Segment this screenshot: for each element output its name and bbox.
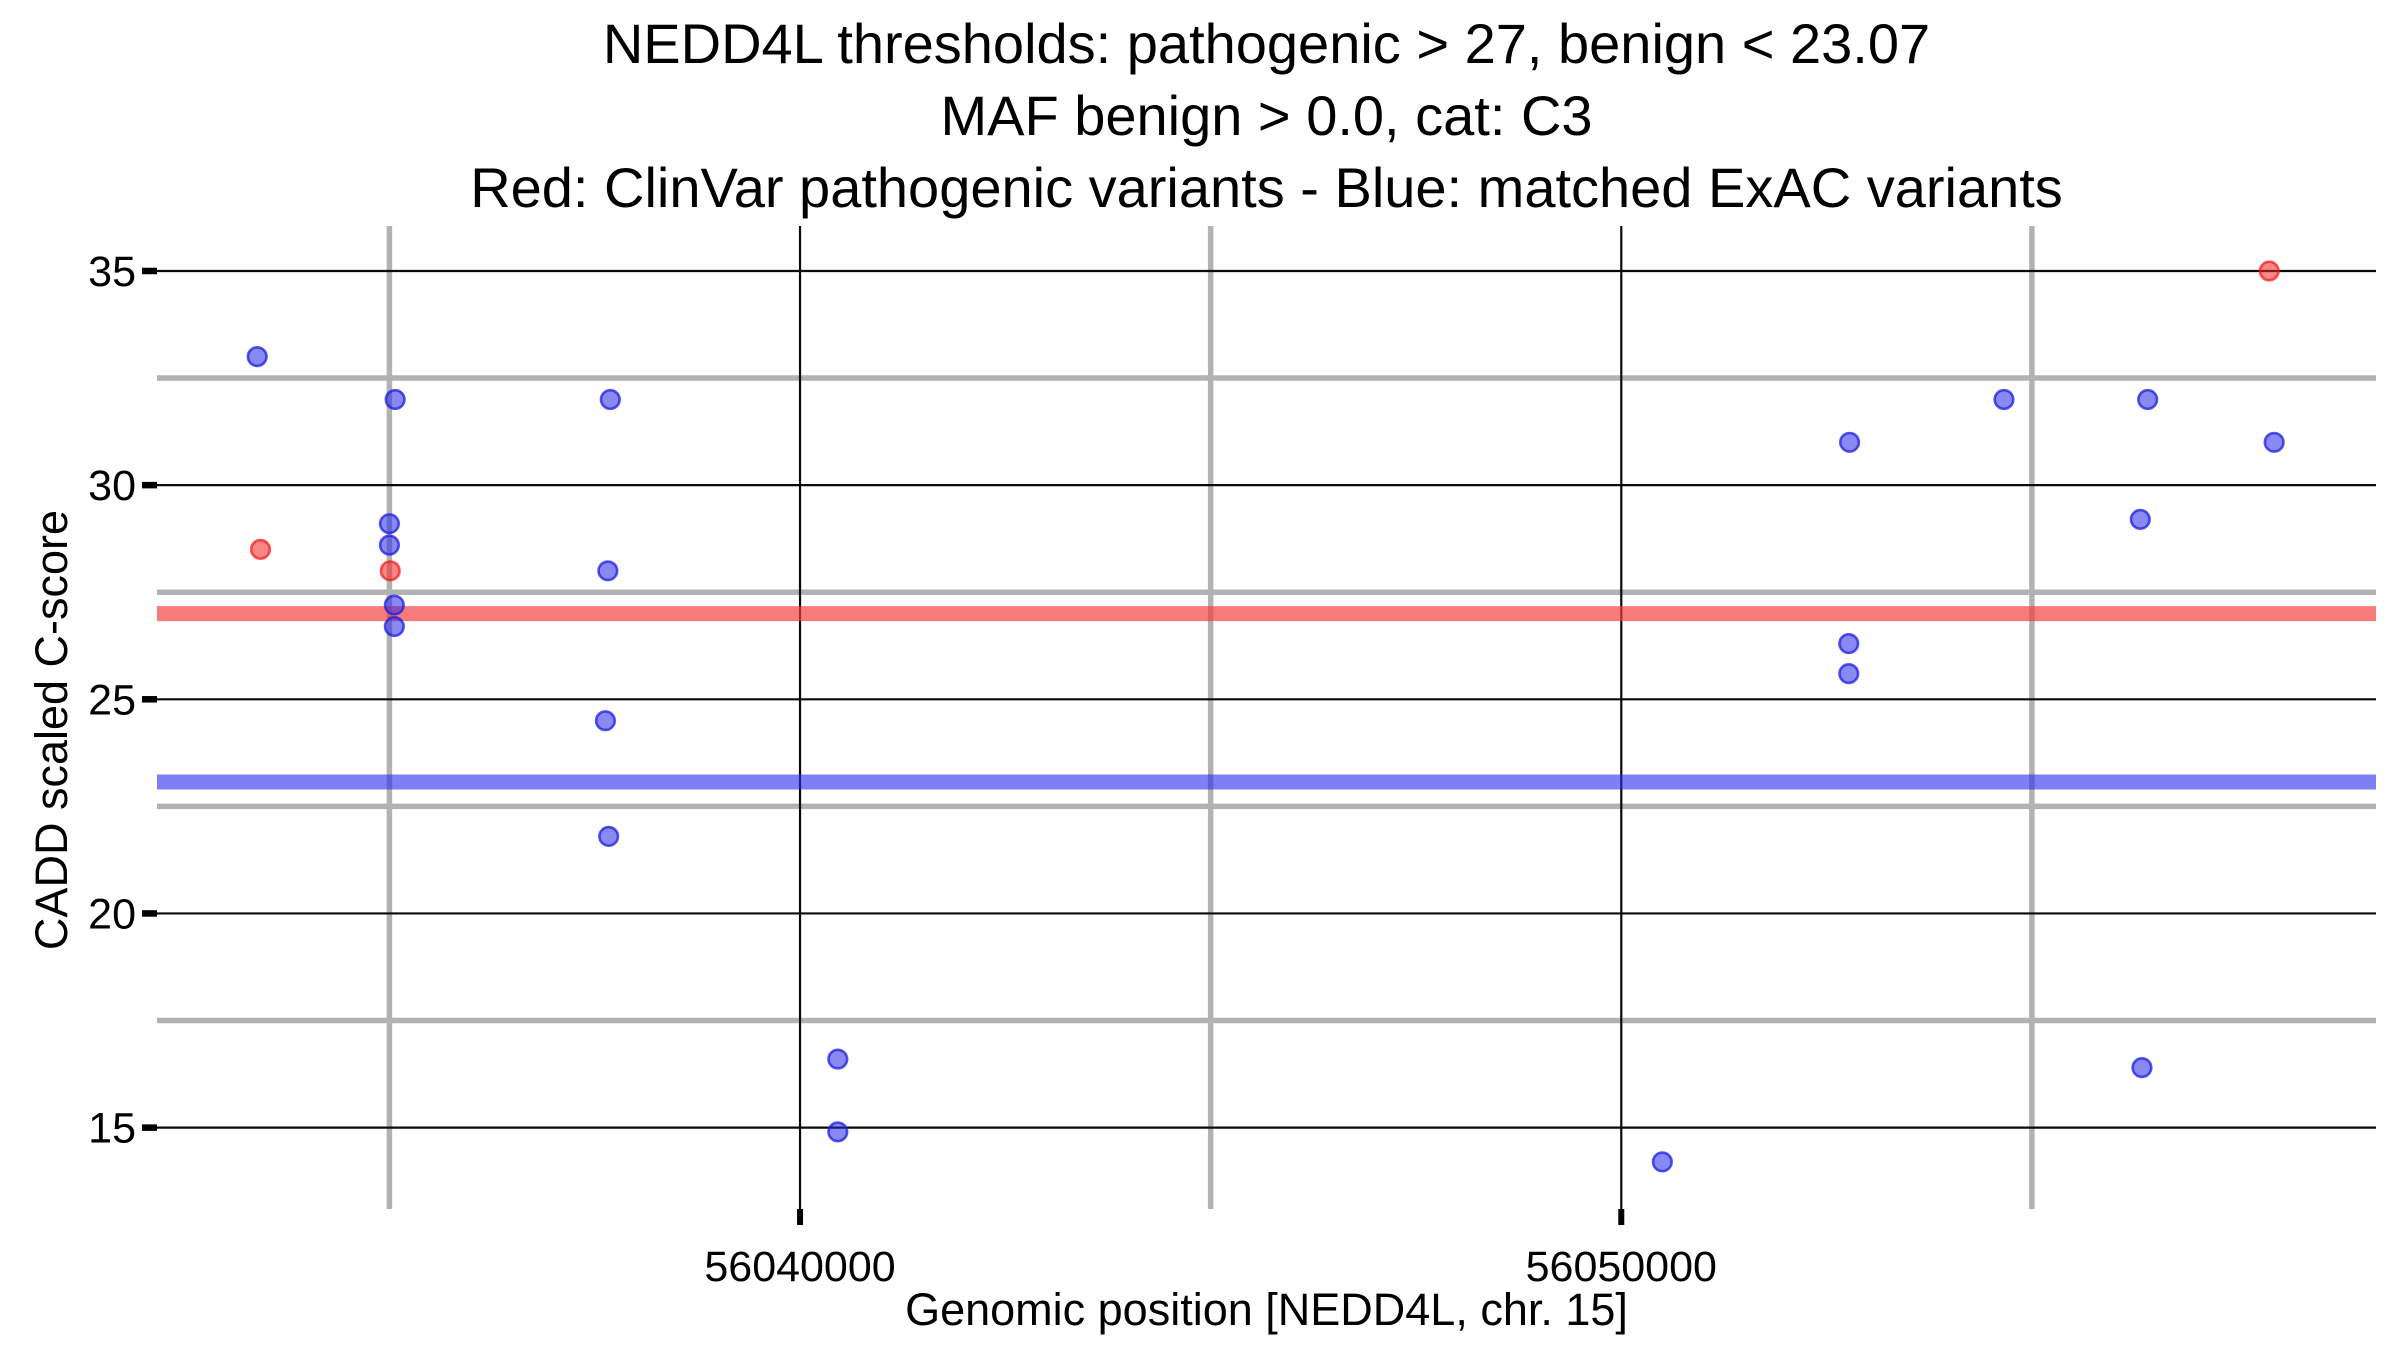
exac-matched-point — [2129, 508, 2151, 531]
exac-matched-point — [1838, 662, 1860, 685]
y-axis-title: CADD scaled C-score — [26, 509, 77, 951]
chart-title: NEDD4L thresholds: pathogenic > 27, beni… — [157, 8, 2376, 224]
exac-matched-point — [594, 710, 616, 732]
exac-matched-point — [378, 534, 401, 556]
exac-matched-point — [1838, 431, 1861, 453]
chart-title-line-2: MAF benign > 0.0, cat: C3 — [940, 84, 1593, 147]
x-tick-label: 56040000 — [704, 1243, 895, 1291]
y-tick-label: 20 — [88, 890, 136, 938]
y-tick-label: 15 — [88, 1105, 136, 1153]
exac-matched-point — [383, 594, 405, 616]
y-tick-label: 30 — [88, 462, 136, 510]
x-axis-title: Genomic position [NEDD4L, chr. 15] — [905, 1284, 1628, 1335]
exac-matched-point — [246, 346, 268, 368]
y-tick-label: 25 — [88, 676, 136, 724]
clinvar-pathogenic-point — [249, 538, 272, 560]
exac-matched-point — [2263, 431, 2285, 453]
exac-matched-point — [597, 560, 619, 582]
exac-matched-point — [599, 388, 621, 411]
exac-matched-point — [1993, 388, 2015, 411]
exac-matched-point — [598, 825, 620, 847]
x-tick-label: 56050000 — [1526, 1243, 1717, 1291]
chart-title-line-3: Red: ClinVar pathogenic variants - Blue:… — [470, 156, 2063, 219]
exac-matched-point — [1838, 633, 1860, 655]
exac-matched-point — [383, 615, 405, 638]
clinvar-pathogenic-point — [379, 560, 401, 582]
exac-matched-point — [1651, 1151, 1673, 1173]
exac-matched-point — [827, 1121, 849, 1143]
exac-matched-point — [384, 388, 406, 411]
chart-title-line-1: NEDD4L thresholds: pathogenic > 27, beni… — [602, 12, 1931, 75]
exac-matched-point — [378, 513, 401, 535]
clinvar-pathogenic-point — [2258, 260, 2280, 282]
exac-matched-point — [2137, 388, 2159, 411]
exac-matched-point — [827, 1048, 849, 1070]
exac-matched-point — [2131, 1057, 2153, 1079]
y-tick-label: 35 — [88, 248, 136, 296]
